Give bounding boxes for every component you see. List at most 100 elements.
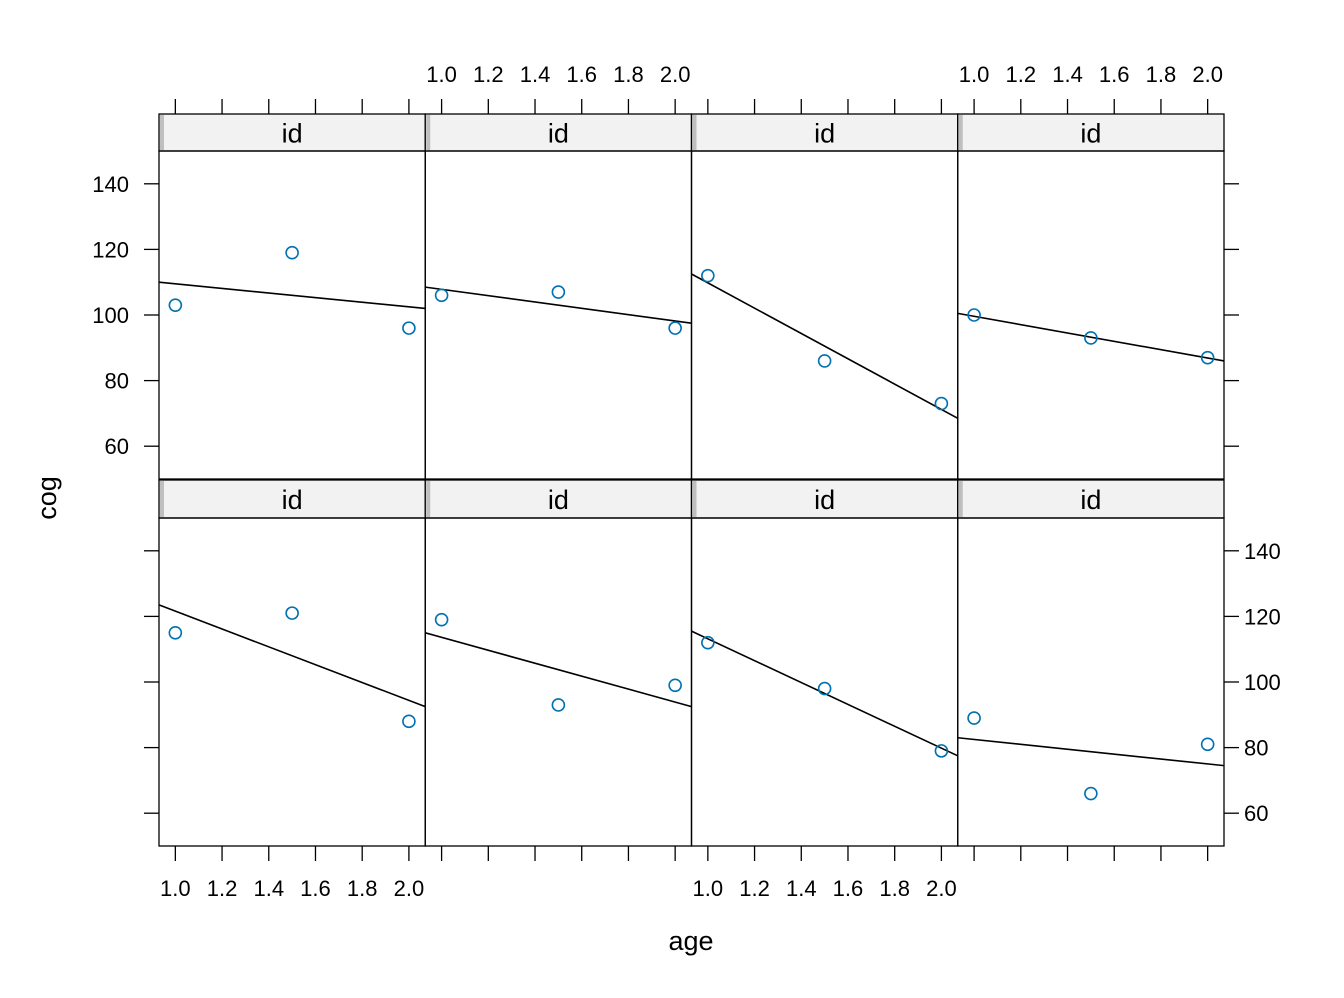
x-tick-label: 1.8 bbox=[613, 62, 644, 87]
x-tick-label: 1.0 bbox=[426, 62, 457, 87]
y-tick-label: 140 bbox=[92, 172, 129, 197]
y-tick-label: 100 bbox=[1244, 670, 1281, 695]
panel-strip bbox=[957, 479, 1225, 519]
panel-strip bbox=[690, 113, 959, 152]
x-tick-label: 1.0 bbox=[959, 62, 990, 87]
fit-line bbox=[691, 630, 959, 757]
strip-level-indicator bbox=[426, 115, 431, 150]
x-tick-label: 1.2 bbox=[1006, 62, 1037, 87]
x-tick-label: 1.4 bbox=[1052, 62, 1083, 87]
panel-6: id bbox=[424, 479, 693, 847]
x-tick-label: 1.4 bbox=[253, 876, 284, 901]
panel-strip bbox=[158, 113, 426, 152]
data-point bbox=[402, 714, 416, 729]
panel-frame bbox=[424, 517, 693, 847]
panel-frame bbox=[957, 150, 1225, 480]
y-tick-label: 100 bbox=[92, 303, 129, 328]
data-point bbox=[168, 298, 183, 312]
y-axis-title: cog bbox=[32, 476, 62, 520]
data-point bbox=[967, 711, 981, 725]
x-tick-label: 1.8 bbox=[347, 876, 378, 901]
fit-line bbox=[425, 632, 692, 708]
x-axis-title: age bbox=[668, 926, 713, 956]
panel-8: id bbox=[957, 479, 1225, 847]
strip-level-indicator bbox=[426, 481, 431, 517]
x-tick-label: 1.6 bbox=[300, 876, 331, 901]
x-tick-label: 1.2 bbox=[739, 876, 770, 901]
data-point bbox=[551, 698, 566, 712]
strip-label: id bbox=[1080, 485, 1101, 515]
data-point bbox=[285, 606, 299, 620]
panel-7: id bbox=[690, 479, 959, 847]
x-tick-label: 1.2 bbox=[473, 62, 504, 87]
data-point bbox=[701, 268, 715, 283]
y-tick-label: 60 bbox=[1244, 801, 1268, 826]
strip-label: id bbox=[548, 485, 569, 515]
x-tick-label: 1.8 bbox=[1146, 62, 1177, 87]
fit-line bbox=[158, 604, 426, 708]
strip-level-indicator bbox=[160, 115, 164, 150]
x-tick-label: 2.0 bbox=[926, 876, 957, 901]
panel-frame bbox=[690, 150, 959, 480]
strip-level-indicator bbox=[692, 115, 697, 150]
data-point bbox=[285, 245, 299, 260]
data-point bbox=[1084, 786, 1098, 801]
data-point bbox=[817, 354, 832, 368]
data-point bbox=[434, 612, 449, 627]
data-point bbox=[817, 681, 832, 696]
panel-strip bbox=[424, 479, 693, 519]
x-tick-label: 1.4 bbox=[520, 62, 551, 87]
strip-label: id bbox=[1080, 119, 1101, 149]
strip-label: id bbox=[814, 485, 835, 515]
data-point bbox=[1084, 331, 1098, 345]
panel-2: id bbox=[424, 113, 693, 480]
panel-frame bbox=[158, 517, 426, 847]
strip-label: id bbox=[548, 119, 569, 149]
y-tick-label: 80 bbox=[1244, 736, 1268, 761]
panel-strip bbox=[158, 479, 426, 519]
strip-label: id bbox=[814, 119, 835, 149]
panel-strip bbox=[957, 113, 1225, 152]
x-tick-label: 1.0 bbox=[693, 876, 724, 901]
data-point bbox=[934, 396, 949, 411]
strip-label: id bbox=[282, 485, 303, 515]
y-tick-label: 140 bbox=[1244, 539, 1281, 564]
panel-3: id bbox=[690, 113, 959, 480]
fit-line bbox=[957, 736, 1225, 767]
x-tick-label: 1.2 bbox=[207, 876, 238, 901]
data-point bbox=[168, 625, 183, 640]
strip-label: id bbox=[282, 119, 303, 149]
x-tick-label: 1.4 bbox=[786, 876, 817, 901]
x-tick-label: 1.6 bbox=[1099, 62, 1130, 87]
data-point bbox=[1200, 350, 1215, 365]
fit-line bbox=[957, 312, 1225, 362]
data-point bbox=[1200, 737, 1215, 752]
fit-line bbox=[425, 286, 692, 324]
x-tick-label: 2.0 bbox=[660, 62, 691, 87]
y-tick-label: 120 bbox=[1244, 604, 1281, 629]
y-tick-label: 60 bbox=[105, 434, 129, 459]
panel-frame bbox=[424, 150, 693, 480]
y-tick-label: 120 bbox=[92, 237, 129, 262]
x-tick-label: 2.0 bbox=[394, 876, 425, 901]
strip-level-indicator bbox=[958, 481, 963, 517]
panel-frame bbox=[957, 517, 1225, 847]
panel-strip bbox=[424, 113, 693, 152]
panel-frame bbox=[158, 150, 426, 480]
strip-level-indicator bbox=[692, 481, 697, 517]
data-point bbox=[402, 321, 416, 335]
y-tick-label: 80 bbox=[105, 369, 129, 394]
data-point bbox=[551, 285, 566, 299]
strip-level-indicator bbox=[160, 481, 164, 517]
data-point bbox=[967, 308, 981, 322]
data-point bbox=[668, 321, 682, 335]
panel-1: id bbox=[158, 113, 426, 480]
data-point bbox=[668, 678, 682, 693]
x-tick-label: 1.6 bbox=[833, 876, 864, 901]
data-point bbox=[934, 744, 949, 758]
data-point bbox=[434, 288, 449, 303]
strip-level-indicator bbox=[958, 115, 963, 150]
x-tick-label: 1.0 bbox=[160, 876, 191, 901]
